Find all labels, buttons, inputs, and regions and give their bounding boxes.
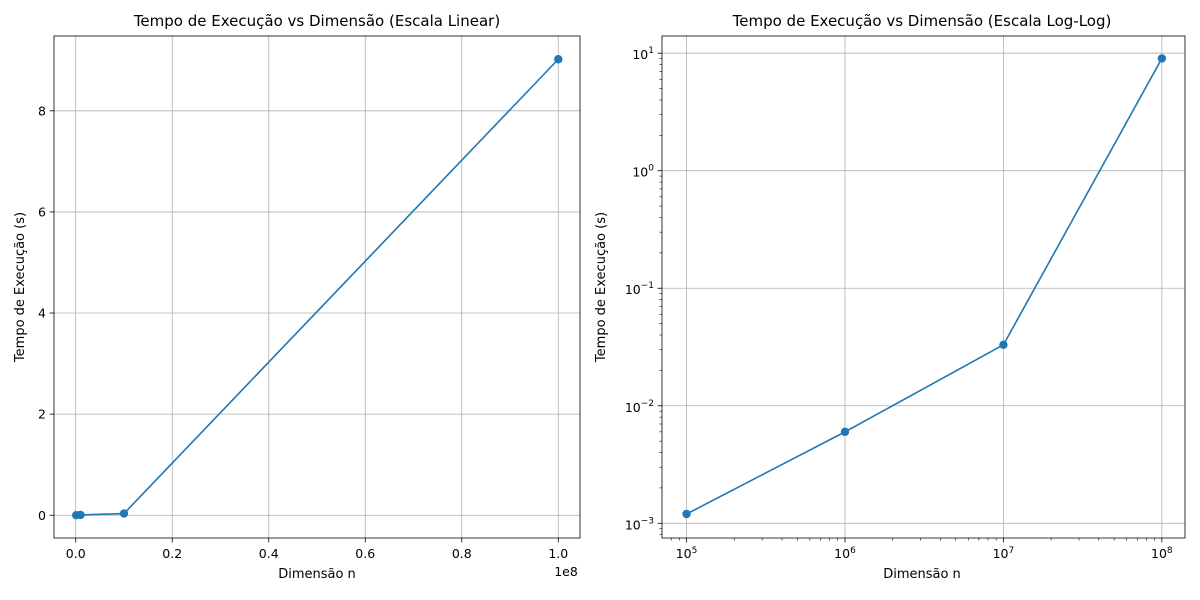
y-axis-label: Tempo de Execução (s) xyxy=(13,212,28,363)
y-tick-label: 10−3 xyxy=(625,516,654,532)
data-point xyxy=(119,509,129,518)
y-tick-label: 6 xyxy=(38,204,46,219)
x-offset-label: 1e8 xyxy=(554,564,578,579)
y-tick-label: 8 xyxy=(38,103,46,118)
y-axis-label: Tempo de Execução (s) xyxy=(594,212,609,363)
y-tick-label: 10−1 xyxy=(625,281,654,297)
y-tick-label: 101 xyxy=(632,46,654,62)
series-line xyxy=(76,58,559,516)
chart-title: Tempo de Execução vs Dimensão (Escala Li… xyxy=(133,12,500,30)
data-point xyxy=(999,340,1008,350)
data-point xyxy=(840,427,850,437)
x-tick-label: 0.8 xyxy=(452,546,472,561)
x-tick-label: 106 xyxy=(834,546,856,561)
chart-title: Tempo de Execução vs Dimensão (Escala Lo… xyxy=(732,12,1112,30)
data-point xyxy=(1157,54,1167,63)
y-tick-label: 2 xyxy=(38,407,46,422)
x-tick-label: 105 xyxy=(676,546,698,561)
data-point xyxy=(76,510,85,520)
x-tick-label: 0.2 xyxy=(162,546,182,561)
x-tick-label: 108 xyxy=(1151,546,1173,561)
x-tick-label: 0.6 xyxy=(355,546,375,561)
y-tick-label: 10−2 xyxy=(625,399,654,415)
x-tick-label: 0.4 xyxy=(259,546,279,561)
x-axis-label: Dimensão n xyxy=(278,567,356,582)
x-axis-label: Dimensão n xyxy=(883,567,961,582)
chart-2: Tempo de Execução vs Dimensão (Escala Lo… xyxy=(594,12,1186,582)
series-line xyxy=(686,58,1163,515)
data-point xyxy=(682,509,691,519)
chart-1: Tempo de Execução vs Dimensão (Escala Li… xyxy=(13,12,581,582)
y-tick-label: 100 xyxy=(632,164,654,180)
x-tick-label: 0.0 xyxy=(66,546,86,561)
axes-frame xyxy=(53,35,581,539)
y-tick-label: 0 xyxy=(38,508,46,523)
x-tick-label: 107 xyxy=(993,546,1015,561)
data-point xyxy=(554,55,563,64)
y-tick-label: 4 xyxy=(38,306,46,321)
axes-frame xyxy=(661,35,1186,539)
x-tick-label: 1.0 xyxy=(548,546,568,561)
